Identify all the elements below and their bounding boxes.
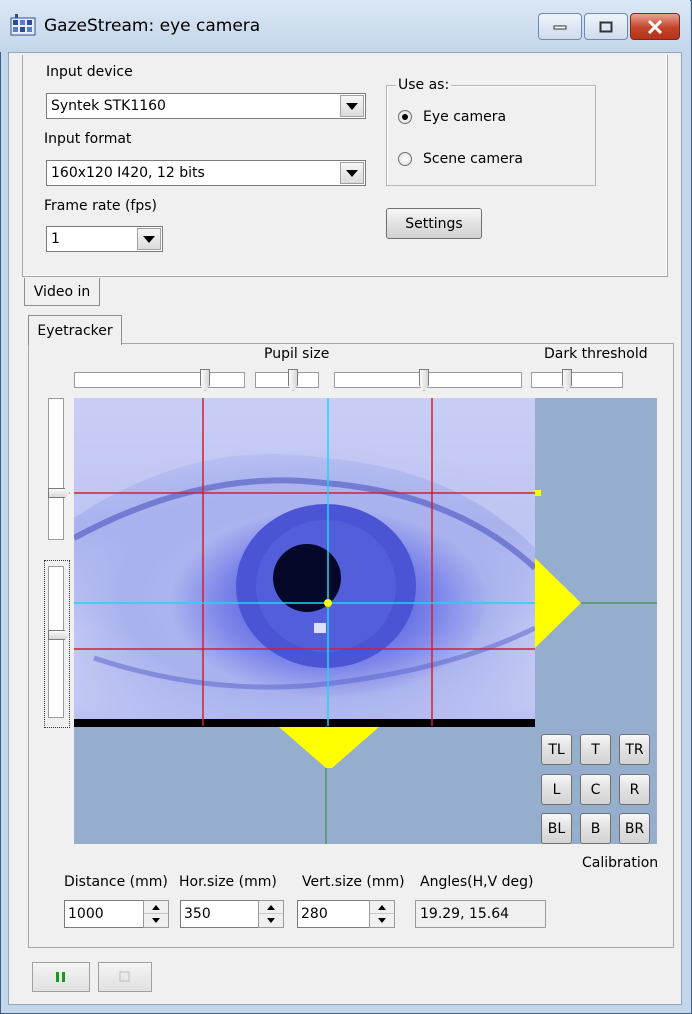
stop-button[interactable] (98, 962, 152, 992)
scene-camera-radio[interactable] (398, 152, 412, 166)
calibrate-bl-button[interactable]: BL (541, 813, 572, 844)
calibrate-tl-button[interactable]: TL (541, 734, 572, 765)
pupil-size-label: Pupil size (264, 346, 330, 362)
vertical-position-indicator (535, 558, 581, 648)
minimize-button[interactable] (538, 13, 582, 40)
spin-down-icon[interactable] (144, 914, 168, 927)
calibration-label: Calibration (582, 855, 659, 871)
calibrate-c-button[interactable]: C (580, 774, 611, 805)
pause-button[interactable] (32, 962, 90, 992)
app-grid-icon (10, 14, 36, 36)
calibrate-r-button[interactable]: R (619, 774, 650, 805)
chevron-down-icon[interactable] (340, 95, 364, 117)
title-bar[interactable]: GazeStream: eye camera (0, 0, 690, 52)
input-format-dropdown[interactable]: 160x120 I420, 12 bits (46, 160, 366, 186)
angles-value: 19.29, 15.64 (415, 900, 546, 928)
input-device-value: Syntek STK1160 (51, 98, 166, 114)
hor-size-spinner[interactable] (258, 900, 284, 928)
eye-camera-label[interactable]: Eye camera (423, 109, 507, 125)
distance-input[interactable]: 1000 (64, 900, 144, 928)
settings-button[interactable]: Settings (386, 208, 482, 239)
close-button[interactable] (630, 13, 680, 40)
eye-camera-image (74, 398, 535, 726)
maximize-button[interactable] (584, 13, 628, 40)
calibrate-br-button[interactable]: BR (619, 813, 650, 844)
tab-video-in[interactable]: Video in (24, 278, 100, 306)
use-as-title: Use as: (396, 77, 452, 93)
maximize-icon (599, 21, 613, 32)
vert-size-input[interactable]: 280 (297, 900, 370, 928)
eye-image-svg (74, 398, 535, 690)
threshold-slider-thumb[interactable] (419, 369, 429, 391)
vertical-slider-bottom[interactable] (48, 566, 64, 718)
calibrate-t-button[interactable]: T (580, 734, 611, 765)
vertical-slider-top[interactable] (48, 398, 64, 540)
pupil-max-slider[interactable] (255, 372, 319, 388)
spin-down-icon[interactable] (259, 914, 283, 927)
minimize-icon (553, 25, 567, 29)
distance-spinner[interactable] (143, 900, 169, 928)
close-icon (647, 19, 663, 34)
dark-threshold-slider-thumb[interactable] (562, 369, 572, 391)
pupil-min-slider[interactable] (74, 372, 245, 388)
horizontal-position-indicator (279, 727, 379, 768)
frame-rate-dropdown[interactable]: 1 (46, 226, 163, 252)
spin-up-icon[interactable] (370, 901, 394, 914)
vertical-slider-focus (44, 560, 70, 728)
tracking-overlay (74, 398, 657, 844)
distance-label: Distance (mm) (64, 874, 168, 890)
input-format-value: 160x120 I420, 12 bits (51, 165, 205, 181)
vertical-slider-top-thumb[interactable] (48, 488, 70, 498)
spin-up-icon[interactable] (259, 901, 283, 914)
spin-up-icon[interactable] (144, 901, 168, 914)
chevron-down-icon[interactable] (137, 228, 161, 250)
hor-size-label: Hor.size (mm) (179, 874, 277, 890)
pause-icon (56, 972, 65, 982)
vert-size-spinner[interactable] (369, 900, 395, 928)
eye-camera-radio[interactable] (398, 110, 412, 124)
input-device-dropdown[interactable]: Syntek STK1160 (46, 93, 366, 119)
spin-down-icon[interactable] (370, 914, 394, 927)
vert-size-label: Vert.size (mm) (302, 874, 405, 890)
calibrate-b-button[interactable]: B (580, 813, 611, 844)
pupil-max-slider-thumb[interactable] (288, 369, 298, 391)
dark-threshold-slider[interactable] (531, 372, 623, 388)
hor-size-input[interactable]: 350 (180, 900, 259, 928)
calibrate-tr-button[interactable]: TR (619, 734, 650, 765)
chevron-down-icon[interactable] (340, 162, 364, 184)
image-bottom-bar (74, 719, 535, 727)
stop-icon (119, 971, 130, 982)
frame-rate-label: Frame rate (fps) (44, 198, 157, 214)
window-title: GazeStream: eye camera (44, 16, 261, 36)
input-device-label: Input device (46, 64, 133, 80)
vertical-slider-bottom-thumb[interactable] (48, 630, 70, 640)
scene-camera-label[interactable]: Scene camera (423, 151, 523, 167)
tab-eyetracker[interactable]: Eyetracker (28, 315, 122, 345)
angles-label: Angles(H,V deg) (420, 874, 534, 890)
video-in-panel (22, 55, 668, 277)
use-as-group (386, 85, 596, 186)
frame-rate-value: 1 (51, 231, 60, 247)
calibrate-l-button[interactable]: L (541, 774, 572, 805)
dark-threshold-label: Dark threshold (544, 346, 648, 362)
pupil-min-slider-thumb[interactable] (200, 369, 210, 391)
input-format-label: Input format (44, 131, 132, 147)
